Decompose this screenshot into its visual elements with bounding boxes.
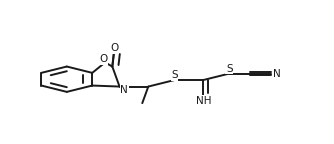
Text: O: O — [99, 54, 108, 64]
Text: N: N — [273, 69, 281, 79]
Text: S: S — [171, 70, 178, 80]
Text: N: N — [120, 85, 128, 95]
Text: NH: NH — [196, 96, 211, 106]
Text: S: S — [226, 64, 232, 74]
Text: O: O — [110, 43, 119, 53]
